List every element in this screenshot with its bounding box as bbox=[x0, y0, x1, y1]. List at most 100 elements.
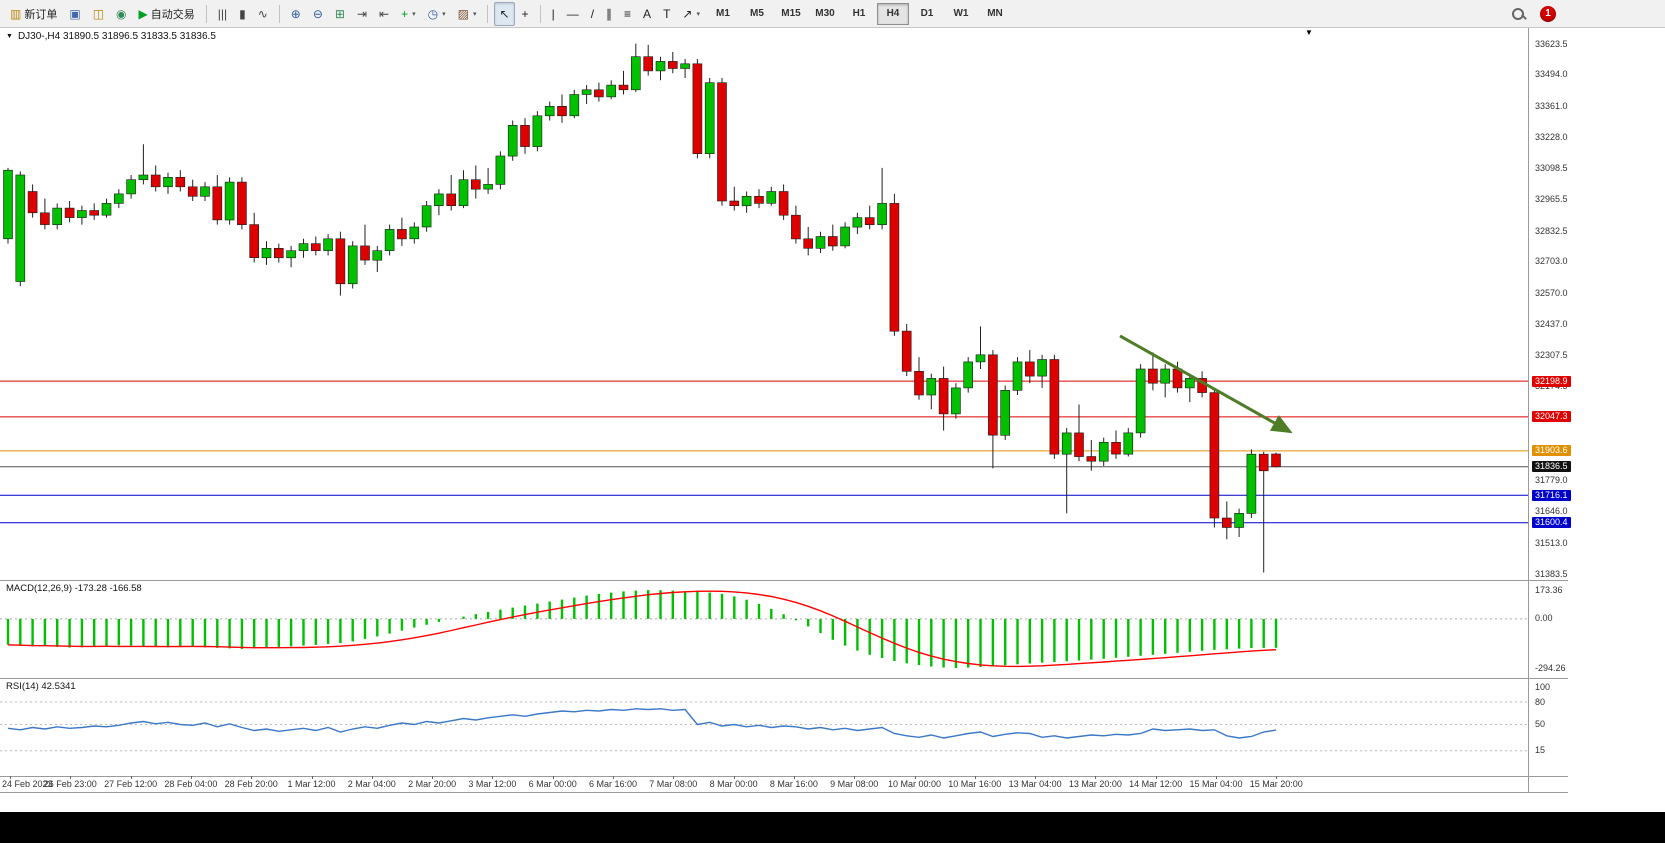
time-axis-label: 2 Mar 04:00 bbox=[347, 779, 396, 789]
timeframe-h1[interactable]: H1 bbox=[852, 8, 866, 19]
text-button[interactable]: A bbox=[638, 2, 656, 26]
rsi-axis-label: 80 bbox=[1535, 696, 1546, 707]
chart-title: ▼ DJ30-,H4 31890.5 31896.5 31833.5 31836… bbox=[6, 31, 216, 42]
shapes-button[interactable]: ↗ ▾ bbox=[677, 2, 705, 26]
bar-chart-icon: ||| bbox=[217, 6, 228, 21]
timeframe-h4[interactable]: H4 bbox=[876, 2, 909, 25]
crosshair-button[interactable]: + bbox=[517, 2, 534, 26]
time-axis-label: 6 Mar 16:00 bbox=[588, 779, 638, 789]
timeframe-mn[interactable]: MN bbox=[987, 8, 1003, 19]
toolbar-separator bbox=[539, 4, 541, 23]
price-tick-label: 32307.5 bbox=[1535, 349, 1568, 360]
price-line-label[interactable]: 31600.4 bbox=[1532, 517, 1571, 529]
time-axis-label: 24 Feb 2023 bbox=[2, 779, 53, 789]
auto-trading-button-label: 自动交易 bbox=[150, 8, 195, 21]
market-watch-button[interactable]: ◫ bbox=[88, 2, 109, 26]
charts-icon: ▣ bbox=[69, 6, 81, 21]
chart-shift-icon: ⇤ bbox=[379, 6, 390, 21]
price-line-label[interactable]: 32198.9 bbox=[1532, 375, 1571, 387]
refresh-button[interactable]: ◉ bbox=[111, 2, 131, 26]
bar-chart-button[interactable]: ||| bbox=[213, 2, 232, 26]
auto-trading-button[interactable]: ▶ 自动交易 bbox=[134, 2, 200, 26]
new-order-button-label: 新订单 bbox=[24, 8, 58, 21]
zoom-in-button[interactable]: ⊕ bbox=[286, 2, 306, 26]
panel-separator[interactable] bbox=[0, 678, 1568, 679]
time-tick bbox=[1276, 776, 1278, 779]
candlestick-chart-icon: ▮ bbox=[239, 6, 246, 21]
periods-button[interactable]: ◷ ▾ bbox=[423, 2, 451, 26]
fibonacci-icon: ≡ bbox=[624, 6, 632, 21]
price-tick-label: 31779.0 bbox=[1535, 474, 1568, 485]
rsi-indicator-label: RSI(14) 42.5341 bbox=[6, 681, 76, 692]
timeframe-m15[interactable]: M15 bbox=[781, 8, 801, 19]
macd-panel-canvas[interactable] bbox=[0, 580, 1528, 678]
time-axis-label: 9 Mar 08:00 bbox=[830, 779, 879, 789]
price-line-label[interactable]: 32047.3 bbox=[1532, 411, 1571, 423]
time-tick bbox=[914, 776, 916, 779]
price-line-label[interactable]: 31836.5 bbox=[1532, 461, 1571, 473]
periods-icon: ◷ bbox=[427, 6, 439, 21]
price-tick-label: 31646.0 bbox=[1535, 506, 1568, 517]
toolbar-separator bbox=[205, 4, 207, 23]
templates-button[interactable]: ▨ ▾ bbox=[453, 2, 482, 26]
scroll-position-marker-icon: ▼ bbox=[1305, 28, 1313, 37]
trendline-button[interactable]: / bbox=[586, 2, 599, 26]
auto-scroll-button[interactable]: ⇥ bbox=[352, 2, 372, 26]
price-axis: 33623.5 33494.0 33361.0 33228.0 33098.5 32965… bbox=[1529, 0, 1665, 843]
chart-shift-button[interactable]: ⇤ bbox=[374, 2, 394, 26]
chevron-down-icon: ▾ bbox=[442, 10, 446, 18]
time-axis-label: 2 Mar 20:00 bbox=[408, 779, 457, 789]
tile-windows-button[interactable]: ⊞ bbox=[330, 2, 350, 26]
cursor-button[interactable]: ↖ bbox=[494, 1, 515, 26]
price-line-label[interactable]: 31716.1 bbox=[1532, 489, 1571, 501]
chevron-down-icon: ▾ bbox=[412, 10, 416, 18]
time-tick bbox=[733, 776, 735, 779]
macd-axis-label: 0.00 bbox=[1535, 613, 1553, 624]
refresh-icon: ◉ bbox=[116, 6, 127, 21]
time-axis-label: 13 Mar 04:00 bbox=[1008, 779, 1062, 789]
line-chart-button[interactable]: ∿ bbox=[253, 2, 273, 26]
timeframe-m30[interactable]: M30 bbox=[815, 8, 835, 19]
timeframe-m1[interactable]: M1 bbox=[716, 8, 730, 19]
text-icon: A bbox=[643, 6, 652, 21]
time-tick bbox=[793, 776, 795, 779]
fibonacci-button[interactable]: ≡ bbox=[619, 2, 636, 26]
auto-trading-icon: ▶ bbox=[138, 6, 148, 21]
candlestick-chart-button[interactable]: ▮ bbox=[234, 2, 251, 26]
timeframe-d1[interactable]: D1 bbox=[920, 8, 934, 19]
crosshair-icon: + bbox=[521, 6, 529, 21]
new-order-icon: ▥ bbox=[10, 6, 22, 21]
timeframe-w1[interactable]: W1 bbox=[953, 8, 969, 19]
time-tick bbox=[371, 776, 373, 779]
timeframe-m5[interactable]: M5 bbox=[750, 8, 764, 19]
price-tick-label: 32832.5 bbox=[1535, 225, 1568, 236]
vertical-line-icon: | bbox=[551, 6, 555, 21]
rsi-axis-label: 15 bbox=[1535, 745, 1546, 756]
panel-separator[interactable] bbox=[0, 580, 1568, 581]
symbol-dropdown-icon[interactable]: ▼ bbox=[6, 33, 13, 40]
time-axis-label: 6 Mar 00:00 bbox=[528, 779, 577, 789]
toolbar-separator bbox=[487, 4, 489, 23]
price-line-label[interactable]: 31903.6 bbox=[1532, 445, 1571, 457]
add-indicator-button[interactable]: + ▾ bbox=[396, 2, 421, 26]
time-axis[interactable]: 24 Feb 2023 26 Feb 23:00 27 Feb 12:00 28 Fe… bbox=[0, 776, 1528, 792]
search-icon[interactable] bbox=[1510, 6, 1527, 22]
label-button[interactable]: T bbox=[658, 2, 675, 26]
vertical-line-button[interactable]: | bbox=[547, 2, 560, 26]
charts-button[interactable]: ▣ bbox=[64, 2, 85, 26]
horizontal-line-button[interactable]: — bbox=[562, 2, 584, 26]
main-chart-canvas[interactable] bbox=[0, 28, 1528, 580]
time-tick bbox=[130, 776, 132, 779]
equidistant-channel-button[interactable]: ∥ bbox=[601, 2, 617, 26]
time-tick bbox=[974, 776, 976, 779]
equidistant-channel-icon: ∥ bbox=[606, 6, 613, 21]
notification-badge[interactable]: 1 bbox=[1540, 5, 1556, 22]
rsi-panel-canvas[interactable] bbox=[0, 678, 1528, 776]
tile-windows-icon: ⊞ bbox=[334, 6, 345, 21]
macd-axis-label: 173.36 bbox=[1535, 584, 1563, 595]
zoom-out-button[interactable]: ⊖ bbox=[308, 2, 328, 26]
chevron-down-icon: ▾ bbox=[472, 10, 477, 18]
new-order-button[interactable]: ▥ 新订单 bbox=[5, 2, 62, 26]
add-indicator-icon: + bbox=[401, 6, 409, 21]
